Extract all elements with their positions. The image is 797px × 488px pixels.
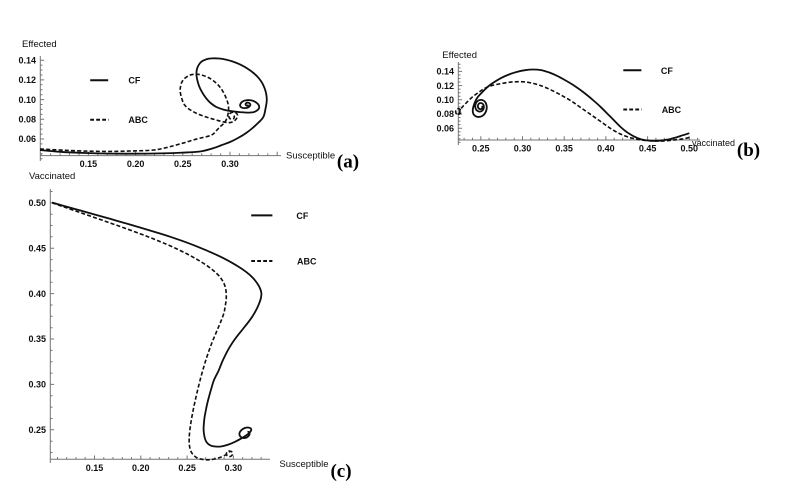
svg-text:0.12: 0.12	[18, 75, 36, 85]
svg-text:Effected: Effected	[442, 50, 477, 61]
svg-text:0.50: 0.50	[681, 144, 699, 154]
svg-text:0.40: 0.40	[28, 289, 46, 299]
svg-text:0.10: 0.10	[18, 95, 36, 105]
svg-text:vaccinated: vaccinated	[692, 138, 735, 148]
svg-text:0.30: 0.30	[28, 380, 46, 390]
svg-text:0.50: 0.50	[28, 198, 46, 208]
svg-text:0.12: 0.12	[436, 81, 454, 91]
svg-text:0.20: 0.20	[132, 463, 150, 473]
svg-text:CF: CF	[128, 75, 140, 85]
svg-text:0.06: 0.06	[436, 123, 454, 133]
svg-text:0.15: 0.15	[86, 463, 104, 473]
svg-text:ABC: ABC	[662, 105, 682, 115]
svg-text:0.06: 0.06	[18, 134, 36, 144]
svg-text:Effected: Effected	[22, 39, 57, 50]
svg-text:0.25: 0.25	[472, 144, 490, 154]
svg-text:Susceptible: Susceptible	[286, 151, 335, 162]
svg-text:0.30: 0.30	[514, 144, 532, 154]
svg-text:0.35: 0.35	[28, 334, 46, 344]
svg-text:CF: CF	[296, 211, 308, 221]
svg-text:Susceptible: Susceptible	[279, 459, 328, 470]
svg-text:0.40: 0.40	[597, 144, 615, 154]
svg-text:(b): (b)	[737, 140, 760, 161]
svg-text:0.45: 0.45	[639, 144, 657, 154]
svg-text:0.14: 0.14	[436, 67, 454, 77]
svg-text:0.08: 0.08	[436, 109, 454, 119]
svg-text:ABC: ABC	[297, 257, 317, 267]
svg-text:0.08: 0.08	[18, 115, 36, 125]
svg-text:Vaccinated: Vaccinated	[29, 171, 75, 182]
svg-text:0.30: 0.30	[225, 463, 243, 473]
svg-text:CF: CF	[661, 66, 673, 76]
svg-text:0.25: 0.25	[28, 425, 46, 435]
svg-text:0.15: 0.15	[80, 159, 98, 169]
svg-text:0.14: 0.14	[18, 55, 36, 65]
svg-text:0.30: 0.30	[221, 159, 239, 169]
svg-text:0.25: 0.25	[178, 463, 196, 473]
svg-text:ABC: ABC	[128, 115, 148, 125]
svg-text:0.25: 0.25	[174, 159, 192, 169]
svg-text:0.45: 0.45	[28, 243, 46, 253]
svg-text:(c): (c)	[330, 461, 351, 482]
svg-text:0.10: 0.10	[436, 95, 454, 105]
svg-text:0.35: 0.35	[555, 144, 573, 154]
svg-text:(a): (a)	[337, 151, 359, 172]
svg-text:0.20: 0.20	[127, 159, 145, 169]
